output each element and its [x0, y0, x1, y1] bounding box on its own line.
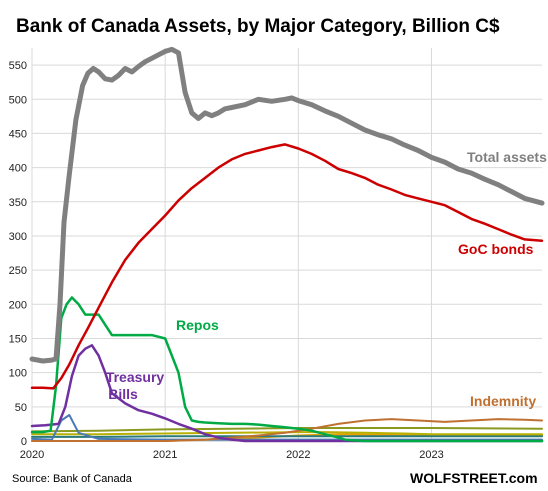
source-note: Source: Bank of Canada [12, 473, 133, 485]
series-group [29, 46, 545, 443]
series-line-minor-6 [31, 431, 543, 436]
label-indemnity: Indemnity [470, 393, 536, 409]
x-axis: 2020 2021 2022 2023 [20, 449, 444, 461]
series-line-repos [30, 296, 544, 443]
brand-logo: WOLFSTREET.com [410, 470, 538, 486]
y-tick-label: 150 [9, 333, 27, 345]
label-treasury-bills: Treasury Bills [106, 369, 165, 402]
series-line-minor-8 [31, 435, 543, 438]
series-line-total-assets [29, 46, 545, 364]
x-tick-label: 2022 [286, 449, 310, 461]
label-repos: Repos [176, 317, 219, 333]
label-total-assets: Total assets [467, 149, 547, 165]
y-axis: 0 50 100 150 200 250 300 350 400 450 500 550 [9, 60, 27, 448]
y-tick-label: 400 [9, 163, 27, 175]
y-tick-label: 0 [21, 436, 27, 448]
x-tick-label: 2021 [153, 449, 177, 461]
y-tick-label: 550 [9, 60, 27, 72]
series-line-goc-bonds [30, 143, 544, 390]
x-tick-label: 2020 [20, 449, 44, 461]
y-tick-label: 50 [15, 402, 27, 414]
y-tick-label: 500 [9, 94, 27, 106]
series-line-treasury-bills [30, 344, 544, 443]
y-tick-label: 300 [9, 231, 27, 243]
y-tick-label: 350 [9, 197, 27, 209]
y-tick-label: 100 [9, 368, 27, 380]
series-line-minor-7 [31, 427, 543, 433]
chart-title: Bank of Canada Assets, by Major Category… [16, 16, 500, 37]
label-goc-bonds: GoC bonds [458, 241, 534, 257]
x-tick-label: 2023 [419, 449, 443, 461]
y-tick-label: 250 [9, 265, 27, 277]
y-tick-label: 450 [9, 128, 27, 140]
y-tick-label: 200 [9, 299, 27, 311]
